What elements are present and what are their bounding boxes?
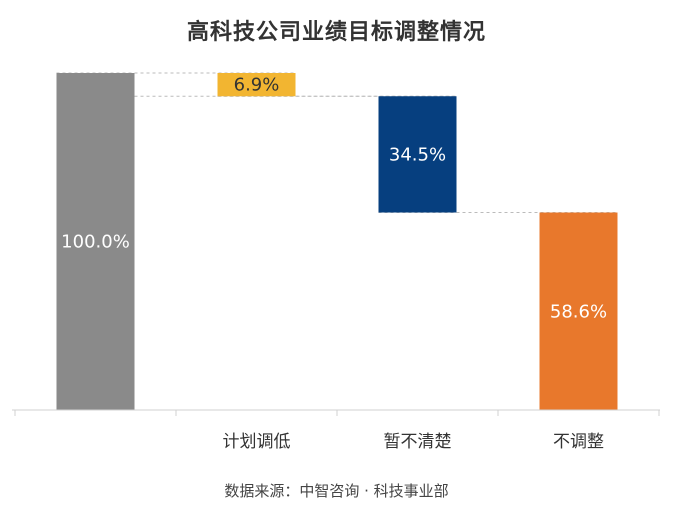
data-label-2: 34.5% bbox=[389, 144, 446, 165]
category-label-3: 不调整 bbox=[553, 432, 604, 452]
bar-0 bbox=[56, 73, 135, 410]
chart-title: 高科技公司业绩目标调整情况 bbox=[186, 20, 486, 45]
data-label-0: 100.0% bbox=[61, 232, 130, 253]
data-label-3: 58.6% bbox=[550, 301, 607, 322]
data-labels: 100.0% 6.9% 34.5% 58.6% bbox=[61, 75, 607, 323]
data-source: 数据来源：中智咨询 · 科技事业部 bbox=[224, 482, 449, 500]
connector-lines bbox=[56, 72, 618, 214]
category-label-1: 计划调低 bbox=[223, 432, 291, 452]
category-labels: 计划调低 暂不清楚 不调整 bbox=[223, 432, 605, 452]
category-label-2: 暂不清楚 bbox=[384, 432, 452, 452]
bar-3 bbox=[539, 212, 618, 410]
bars bbox=[56, 73, 618, 410]
data-label-1: 6.9% bbox=[234, 75, 280, 96]
bar-1 bbox=[217, 73, 296, 97]
bar-2 bbox=[378, 96, 457, 213]
x-axis bbox=[12, 409, 660, 416]
